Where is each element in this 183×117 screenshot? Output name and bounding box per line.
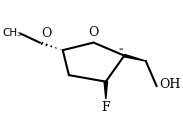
Text: CH₃: CH₃: [2, 28, 21, 38]
Polygon shape: [104, 82, 107, 99]
Text: O: O: [41, 27, 52, 40]
Text: F: F: [102, 101, 110, 114]
Text: **: **: [118, 47, 124, 52]
Text: O: O: [88, 26, 99, 39]
Text: OH: OH: [160, 78, 181, 91]
Polygon shape: [124, 55, 146, 61]
